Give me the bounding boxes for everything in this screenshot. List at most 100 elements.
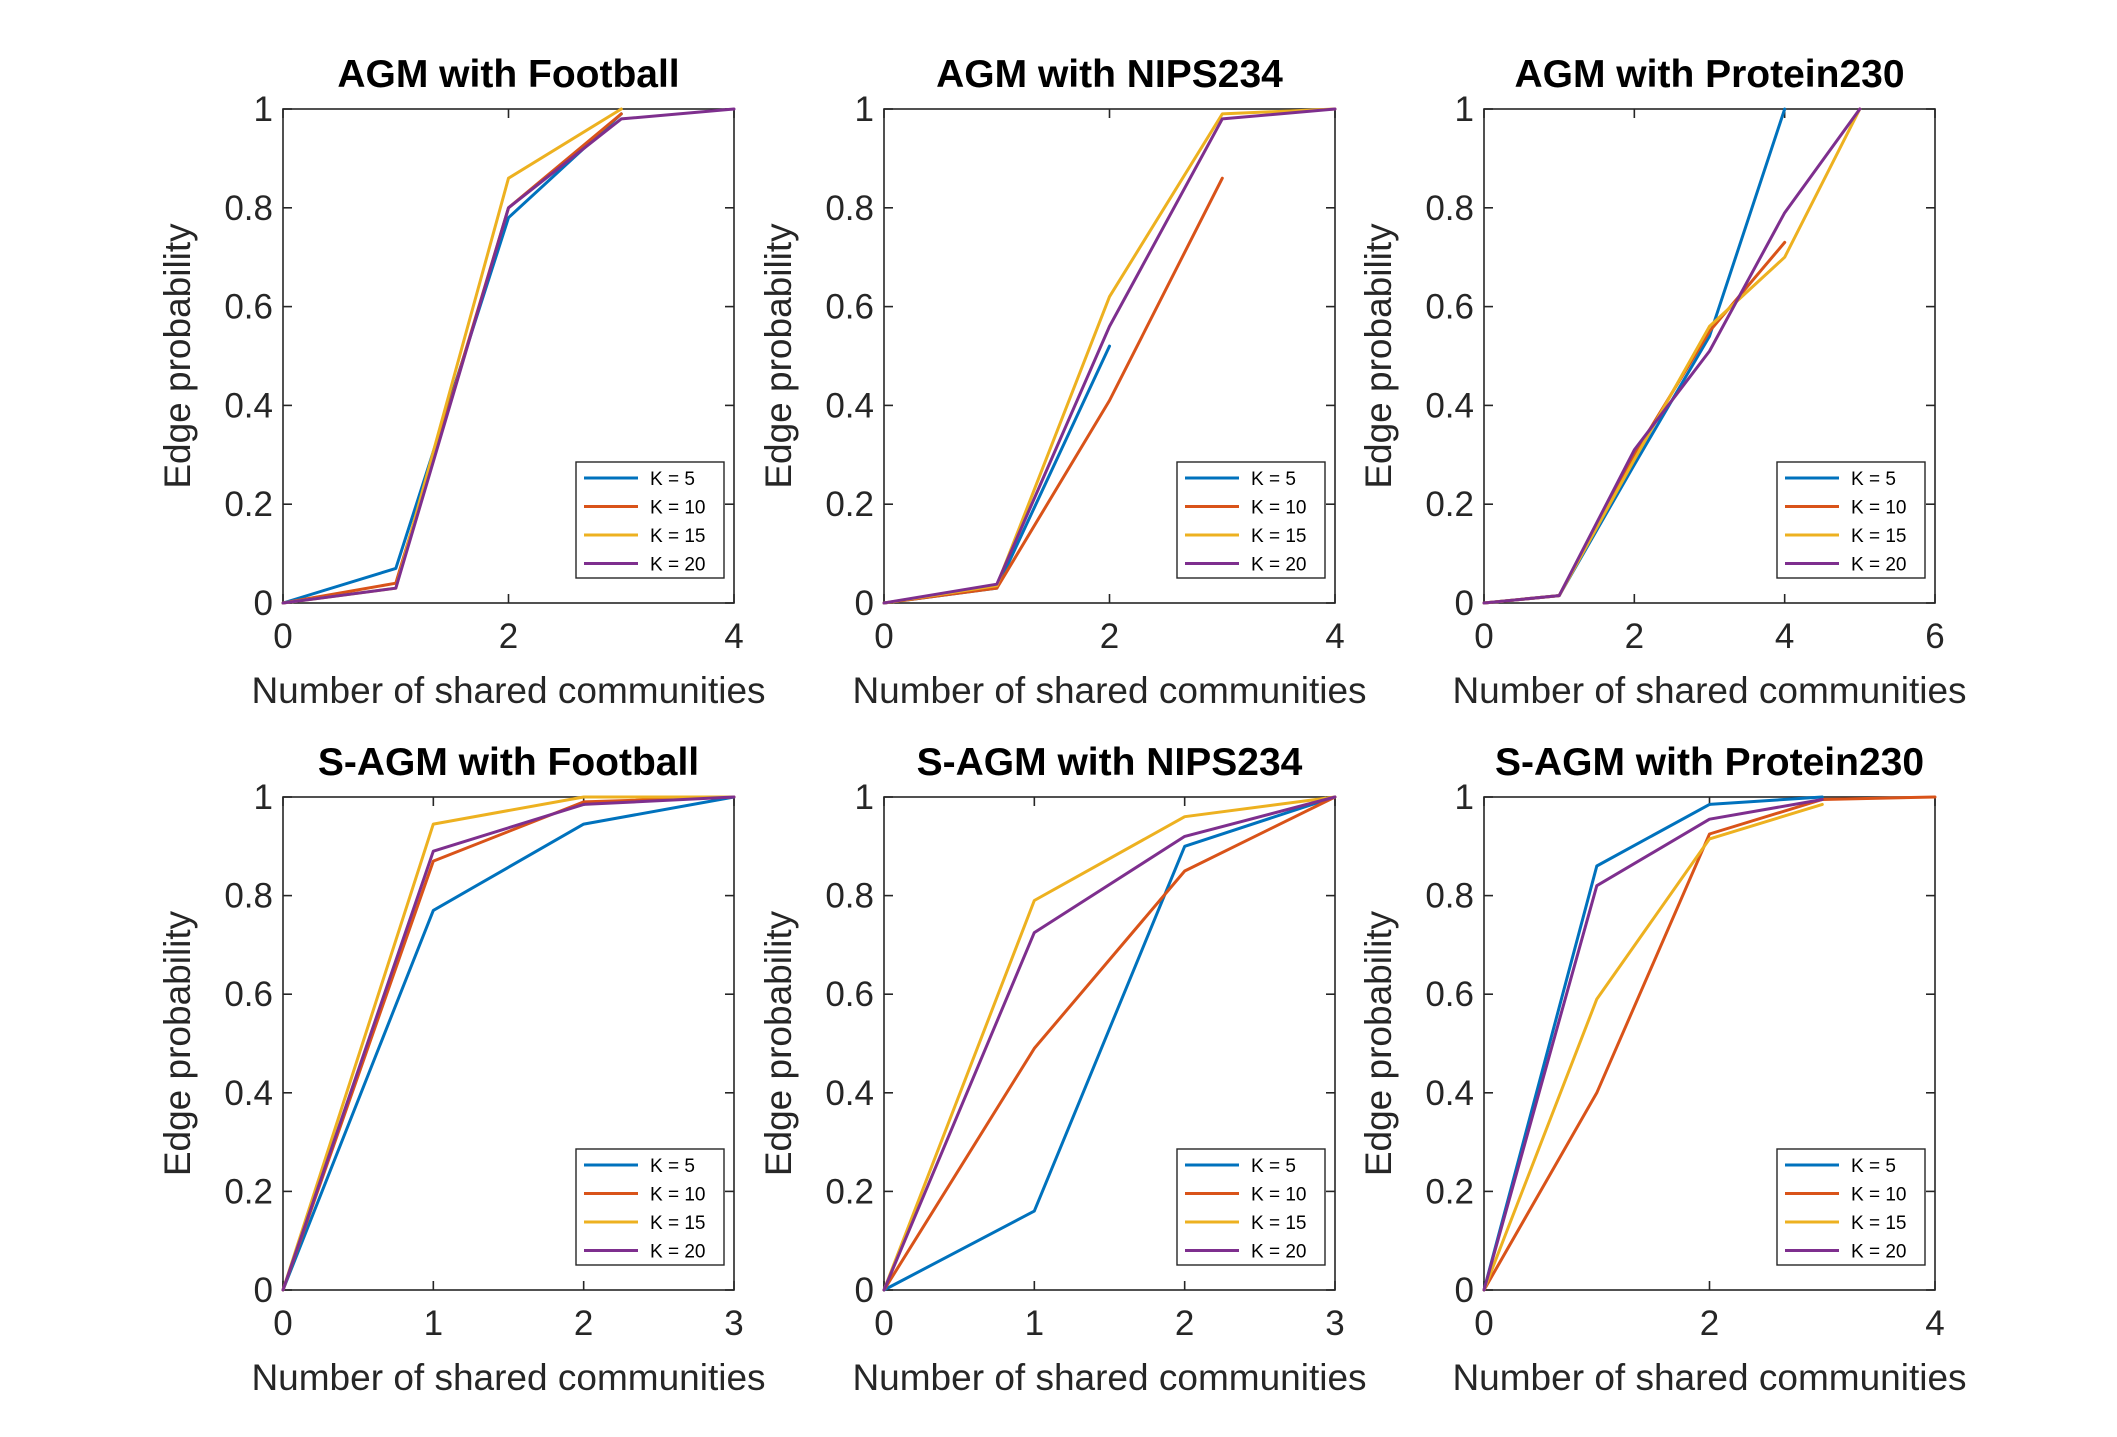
series-line-k20 xyxy=(882,107,1337,605)
y-axis-label: Edge probability xyxy=(157,910,198,1176)
legend: K = 5 K = 10 K = 15 K = 20 xyxy=(1176,1148,1326,1266)
legend-label: K = 5 xyxy=(1851,469,1896,490)
panel-title: AGM with NIPS234 xyxy=(936,53,1283,96)
y-tick-label: 0.6 xyxy=(224,288,273,327)
legend-label: K = 10 xyxy=(1251,1185,1306,1206)
legend-label: K = 5 xyxy=(650,469,695,490)
y-tick-label: 0.2 xyxy=(825,485,874,524)
x-tick-label: 0 xyxy=(874,1304,893,1343)
series-line-k10 xyxy=(1482,795,1937,1292)
legend-box xyxy=(575,461,725,579)
y-tick-label: 0.6 xyxy=(825,975,874,1014)
legend-label: K = 20 xyxy=(1251,1242,1306,1263)
chart-panel-2: AGM with NIPS234 0 0.2 0.4 0.6 0.8 1 0 2 4 Number … xyxy=(758,53,1367,711)
legend-label: K = 10 xyxy=(650,1185,705,1206)
legend-box xyxy=(1176,1148,1326,1266)
y-tick-label: 0.8 xyxy=(224,877,273,916)
legend: K = 5 K = 10 K = 15 K = 20 xyxy=(1776,461,1926,579)
legend-label: K = 20 xyxy=(1851,555,1906,576)
legend-box xyxy=(575,1148,725,1266)
y-tick-label: 0.6 xyxy=(1425,288,1474,327)
legend-label: K = 15 xyxy=(1251,526,1306,547)
panel-title: S-AGM with Protein230 xyxy=(1495,741,1924,784)
legend-label: K = 10 xyxy=(650,498,705,519)
y-tick-label: 0.4 xyxy=(1425,386,1474,425)
y-tick-label: 0.8 xyxy=(1425,189,1474,228)
y-tick-label: 0 xyxy=(1455,1271,1474,1310)
series-line-k15 xyxy=(882,795,1337,1292)
legend-label: K = 20 xyxy=(650,555,705,576)
x-tick-label: 4 xyxy=(1775,617,1794,656)
chart-panel-4: S-AGM with Football 0 0.2 0.4 0.6 0.8 1 0 1 2 3 Num… xyxy=(157,741,766,1398)
y-tick-label: 1 xyxy=(254,90,273,129)
x-tick-label: 2 xyxy=(574,1304,593,1343)
y-tick-label: 0.6 xyxy=(825,288,874,327)
y-tick-label: 0.8 xyxy=(825,189,874,228)
legend-label: K = 5 xyxy=(650,1156,695,1177)
panel-title: AGM with Protein230 xyxy=(1514,53,1904,96)
y-tick-label: 0.2 xyxy=(1425,1172,1474,1211)
y-tick-label: 0.6 xyxy=(1425,975,1474,1014)
series-line-k15 xyxy=(281,795,736,1292)
y-tick-label: 0.2 xyxy=(224,485,273,524)
x-tick-label: 4 xyxy=(1325,617,1344,656)
y-tick-label: 0.2 xyxy=(224,1172,273,1211)
chart-panel-1: AGM with Football 0 0.2 0.4 0.6 0.8 1 0 2 4 Number… xyxy=(157,53,766,711)
legend-box xyxy=(1776,461,1926,579)
y-tick-label: 0.6 xyxy=(224,975,273,1014)
legend: K = 5 K = 10 K = 15 K = 20 xyxy=(575,1148,725,1266)
x-tick-label: 2 xyxy=(1100,617,1119,656)
x-tick-label: 2 xyxy=(1700,1304,1719,1343)
series-line-k20 xyxy=(882,795,1337,1292)
series-line-k20 xyxy=(1482,107,1862,605)
y-tick-label: 0.4 xyxy=(224,1074,273,1113)
x-tick-label: 4 xyxy=(724,617,743,656)
y-axis-label: Edge probability xyxy=(758,910,799,1176)
panel-title: S-AGM with Football xyxy=(318,741,699,784)
legend-label: K = 15 xyxy=(650,526,705,547)
x-axis-label: Number of shared communities xyxy=(852,1357,1366,1398)
y-tick-label: 0.4 xyxy=(224,386,273,425)
y-tick-label: 0.8 xyxy=(825,877,874,916)
series-line-k20 xyxy=(281,107,736,605)
y-tick-label: 0.8 xyxy=(1425,877,1474,916)
y-tick-label: 0.4 xyxy=(1425,1074,1474,1113)
series-line-k15 xyxy=(1482,802,1824,1292)
y-axis-label: Edge probability xyxy=(157,223,198,489)
series-line-k5 xyxy=(1482,795,1824,1292)
series-line-k20 xyxy=(1482,798,1824,1292)
y-tick-label: 1 xyxy=(855,90,874,129)
series-line-k5 xyxy=(882,795,1337,1292)
y-tick-label: 0.4 xyxy=(825,386,874,425)
y-tick-label: 0 xyxy=(855,1271,874,1310)
legend-label: K = 5 xyxy=(1251,469,1296,490)
plot-area-box xyxy=(1483,108,1936,604)
x-tick-label: 6 xyxy=(1925,617,1944,656)
x-axis-label: Number of shared communities xyxy=(1452,670,1966,711)
legend-label: K = 20 xyxy=(1851,1242,1906,1263)
plot-area-box xyxy=(883,796,1336,1291)
legend: K = 5 K = 10 K = 15 K = 20 xyxy=(1776,1148,1926,1266)
legend-label: K = 5 xyxy=(1251,1156,1296,1177)
y-tick-label: 0 xyxy=(855,584,874,623)
x-axis-label: Number of shared communities xyxy=(852,670,1366,711)
x-tick-label: 0 xyxy=(874,617,893,656)
panel-title: AGM with Football xyxy=(337,53,679,96)
legend: K = 5 K = 10 K = 15 K = 20 xyxy=(1176,461,1326,579)
series-line-k20 xyxy=(281,795,736,1292)
y-tick-label: 0.2 xyxy=(825,1172,874,1211)
y-tick-label: 0 xyxy=(254,1271,273,1310)
legend-box xyxy=(1776,1148,1926,1266)
chart-panel-5: S-AGM with NIPS234 0 0.2 0.4 0.6 0.8 1 0 1 2 3 Numb… xyxy=(758,741,1367,1398)
legend-label: K = 10 xyxy=(1851,1185,1906,1206)
y-axis-label: Edge probability xyxy=(1358,910,1399,1176)
legend: K = 5 K = 10 K = 15 K = 20 xyxy=(575,461,725,579)
y-tick-label: 0.2 xyxy=(1425,485,1474,524)
y-tick-label: 0.4 xyxy=(825,1074,874,1113)
y-axis-label: Edge probability xyxy=(1358,223,1399,489)
x-axis-label: Number of shared communities xyxy=(1452,1357,1966,1398)
y-tick-label: 0 xyxy=(1455,584,1474,623)
legend-label: K = 10 xyxy=(1851,498,1906,519)
